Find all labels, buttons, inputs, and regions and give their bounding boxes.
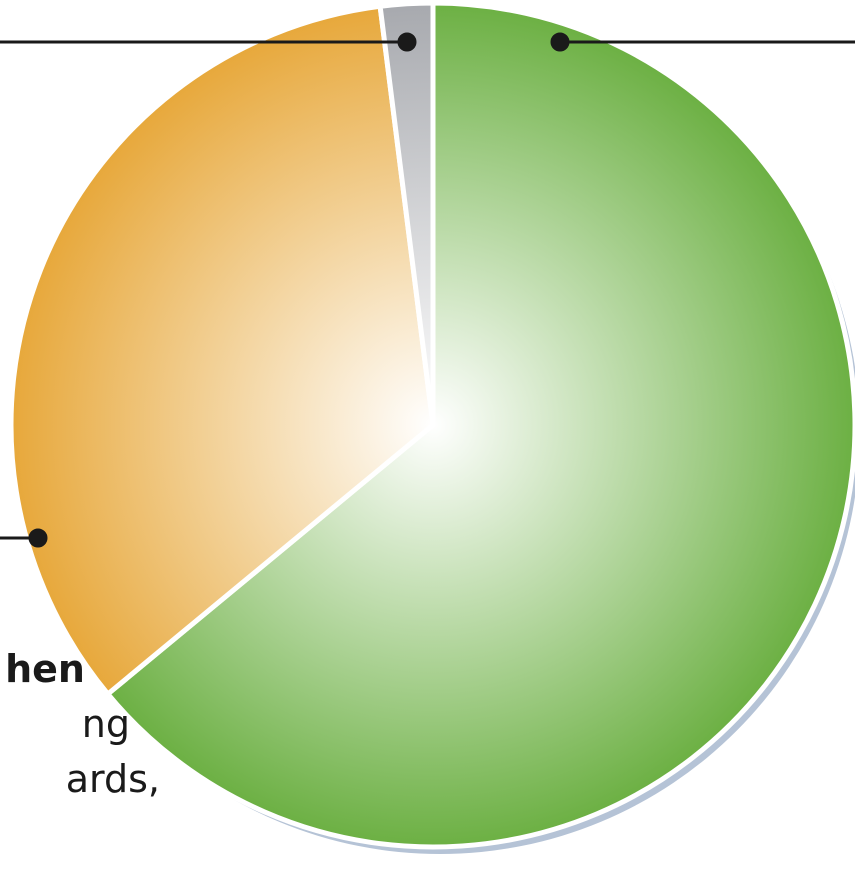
leader-dot	[397, 32, 417, 52]
slices	[8, 0, 855, 850]
leader-dot	[28, 528, 48, 548]
leaders	[0, 32, 855, 548]
pie-slice	[105, 0, 855, 850]
annotation: ards,	[66, 757, 160, 801]
annotation: hen	[5, 647, 85, 691]
leader-dot	[550, 32, 570, 52]
annotation: ng	[82, 702, 130, 746]
pie-slice	[377, 0, 436, 428]
